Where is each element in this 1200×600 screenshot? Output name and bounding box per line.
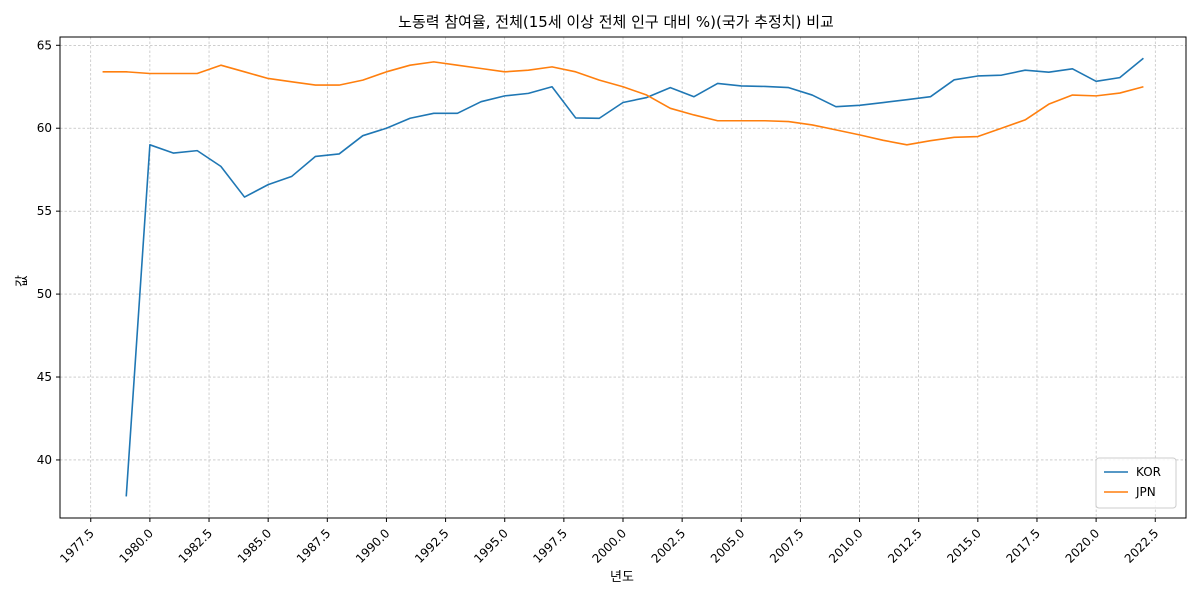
y-tick-label: 50 bbox=[37, 287, 52, 301]
legend-box bbox=[1095, 457, 1177, 509]
y-axis-label: 값 bbox=[15, 275, 30, 287]
series-line-kor bbox=[125, 57, 1144, 497]
y-tick-label: 65 bbox=[37, 38, 52, 52]
x-axis-label: 년도 bbox=[610, 570, 634, 585]
y-tick-label: 40 bbox=[37, 453, 52, 467]
grid-lines bbox=[60, 37, 1186, 518]
y-tick-label: 60 bbox=[37, 121, 52, 135]
legend-label-jpn: JPN bbox=[1135, 485, 1156, 499]
y-tick-label: 45 bbox=[37, 370, 52, 384]
y-axis-ticks: 40 45 50 55 60 65 bbox=[37, 38, 60, 467]
y-tick-label: 55 bbox=[37, 204, 52, 218]
chart-title: 노동력 참여율, 전체(15세 이상 전체 인구 대비 %)(국가 추정치) 비… bbox=[398, 13, 834, 31]
series-layer bbox=[102, 57, 1144, 497]
legend: KOR JPN bbox=[1095, 457, 1177, 509]
series-line-jpn bbox=[102, 61, 1144, 146]
legend-label-kor: KOR bbox=[1136, 465, 1161, 479]
